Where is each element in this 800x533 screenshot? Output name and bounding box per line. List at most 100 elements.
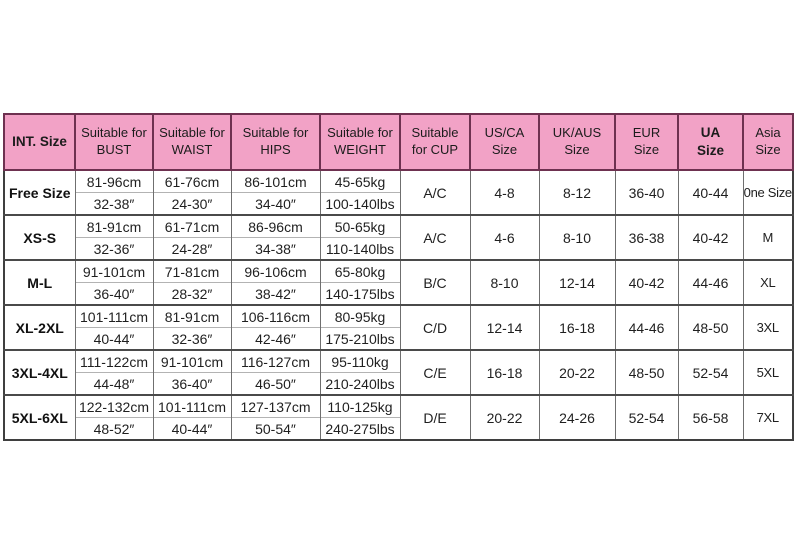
- cell-bust-metric: 81-96cm: [74, 169, 154, 193]
- table-row-imperial: 36-40″ 28-32″ 38-42″ 140-175lbs: [4, 282, 793, 305]
- header-line1: UK/AUS: [552, 125, 602, 141]
- header-line1: Suitable for: [242, 125, 309, 141]
- cell-waist-imperial: 24-30″: [152, 192, 232, 215]
- column-header-int: INT. Size: [3, 113, 76, 171]
- header-line1: Suitable for: [159, 125, 225, 141]
- cell-eur: 36-38: [614, 214, 679, 260]
- header-line2: Size: [491, 142, 518, 157]
- cell-ukaus: 8-10: [538, 214, 616, 260]
- cell-weight-metric: 65-80kg: [319, 259, 401, 283]
- cell-ua: 40-44: [677, 169, 744, 215]
- cell-asia: XL: [742, 259, 794, 305]
- cell-usca: 16-18: [469, 349, 540, 395]
- cell-hips-imperial: 42-46″: [230, 327, 321, 350]
- table-row-imperial: 32-38″ 24-30″ 34-40″ 100-140lbs: [4, 192, 793, 215]
- row-label: XL-2XL: [3, 304, 76, 350]
- cell-bust-metric: 91-101cm: [74, 259, 154, 283]
- header-line1: Suitable for: [327, 125, 393, 141]
- cell-waist-imperial: 40-44″: [152, 417, 232, 440]
- cell-bust-metric: 101-111cm: [74, 304, 154, 328]
- cell-hips-imperial: 38-42″: [230, 282, 321, 305]
- cell-hips-metric: 106-116cm: [230, 304, 321, 328]
- header-line2: WAIST: [171, 142, 213, 157]
- table-row-metric: 5XL-6XL 122-132cm 101-111cm 127-137cm 110-12…: [3, 394, 794, 440]
- cell-hips-metric: 96-106cm: [230, 259, 321, 283]
- row-label: M-L: [3, 259, 76, 305]
- cell-asia: 7XL: [742, 394, 794, 440]
- cell-bust-imperial: 32-36″: [74, 237, 154, 260]
- cell-ua: 56-58: [677, 394, 744, 440]
- cell-hips-imperial: 46-50″: [230, 372, 321, 395]
- table-row-metric: 3XL-4XL 111-122cm 91-101cm 116-127cm 95-110k…: [3, 349, 794, 395]
- cell-hips-imperial: 34-38″: [230, 237, 321, 260]
- cell-cup: C/E: [399, 349, 471, 395]
- cell-weight-imperial: 110-140lbs: [319, 237, 401, 260]
- row-label: XS-S: [3, 214, 76, 260]
- cell-ua: 40-42: [677, 214, 744, 260]
- cell-hips-imperial: 34-40″: [230, 192, 321, 215]
- header-line2: Size: [755, 142, 781, 157]
- cell-eur: 36-40: [614, 169, 679, 215]
- column-header-eur: EUR Size: [614, 113, 679, 171]
- column-header-waist: Suitable for WAIST: [152, 113, 232, 171]
- cell-asia: 3XL: [742, 304, 794, 350]
- header-line2: WEIGHT: [334, 142, 386, 157]
- header-line2: BUST: [96, 142, 132, 157]
- column-header-hips: Suitable for HIPS: [230, 113, 321, 171]
- row-label: 5XL-6XL: [3, 394, 76, 440]
- row-label: 3XL-4XL: [3, 349, 76, 395]
- size-chart-table: INT. Size Suitable for BUST Suitable for WAI…: [3, 113, 794, 441]
- cell-ukaus: 16-18: [538, 304, 616, 350]
- cell-cup: A/C: [399, 214, 471, 260]
- column-header-cup: Suitable for CUP: [399, 113, 471, 171]
- header-line2: Size: [696, 143, 724, 158]
- column-header-bust: Suitable for BUST: [74, 113, 154, 171]
- table-row-metric: M-L 91-101cm 71-81cm 96-106cm 65-80kg B/C 8-10…: [3, 259, 794, 305]
- cell-bust-imperial: 36-40″: [74, 282, 154, 305]
- cell-hips-imperial: 50-54″: [230, 417, 321, 440]
- cell-bust-imperial: 44-48″: [74, 372, 154, 395]
- column-header-ukaus: UK/AUS Size: [538, 113, 616, 171]
- cell-ua: 44-46: [677, 259, 744, 305]
- cell-weight-imperial: 210-240lbs: [319, 372, 401, 395]
- cell-cup: A/C: [399, 169, 471, 215]
- cell-eur: 44-46: [614, 304, 679, 350]
- cell-ukaus: 20-22: [538, 349, 616, 395]
- header-line2: HIPS: [260, 142, 291, 157]
- table-header: INT. Size Suitable for BUST Suitable for WAI…: [3, 113, 794, 171]
- cell-bust-imperial: 32-38″: [74, 192, 154, 215]
- header-line2: Size: [564, 142, 590, 157]
- cell-weight-metric: 110-125kg: [319, 394, 401, 418]
- cell-waist-metric: 61-71cm: [152, 214, 232, 238]
- cell-usca: 4-6: [469, 214, 540, 260]
- table-row-imperial: 48-52″ 40-44″ 50-54″ 240-275lbs: [4, 417, 793, 440]
- cell-ukaus: 8-12: [538, 169, 616, 215]
- cell-asia: 5XL: [742, 349, 794, 395]
- cell-ukaus: 24-26: [538, 394, 616, 440]
- cell-asia: 0ne Size: [742, 169, 794, 215]
- cell-usca: 20-22: [469, 394, 540, 440]
- cell-weight-imperial: 140-175lbs: [319, 282, 401, 305]
- header-line1: US/CA: [484, 125, 525, 141]
- cell-usca: 12-14: [469, 304, 540, 350]
- header-line1: Asia: [755, 125, 781, 141]
- cell-waist-imperial: 28-32″: [152, 282, 232, 305]
- cell-asia: M: [742, 214, 794, 260]
- header-line1: UA: [700, 125, 721, 141]
- cell-ukaus: 12-14: [538, 259, 616, 305]
- cell-cup: D/E: [399, 394, 471, 440]
- cell-weight-metric: 50-65kg: [319, 214, 401, 238]
- cell-bust-metric: 111-122cm: [74, 349, 154, 373]
- cell-waist-metric: 61-76cm: [152, 169, 232, 193]
- cell-waist-imperial: 32-36″: [152, 327, 232, 350]
- cell-hips-metric: 127-137cm: [230, 394, 321, 418]
- cell-waist-metric: 91-101cm: [152, 349, 232, 373]
- table-row-imperial: 32-36″ 24-28″ 34-38″ 110-140lbs: [4, 237, 793, 260]
- column-header-ua: UA Size: [677, 113, 744, 171]
- column-header-asia: Asia Size: [742, 113, 794, 171]
- cell-waist-metric: 71-81cm: [152, 259, 232, 283]
- table-row-metric: XL-2XL 101-111cm 81-91cm 106-116cm 80-95kg C/…: [3, 304, 794, 350]
- row-label: Free Size: [3, 169, 76, 215]
- cell-weight-imperial: 100-140lbs: [319, 192, 401, 215]
- cell-bust-imperial: 48-52″: [74, 417, 154, 440]
